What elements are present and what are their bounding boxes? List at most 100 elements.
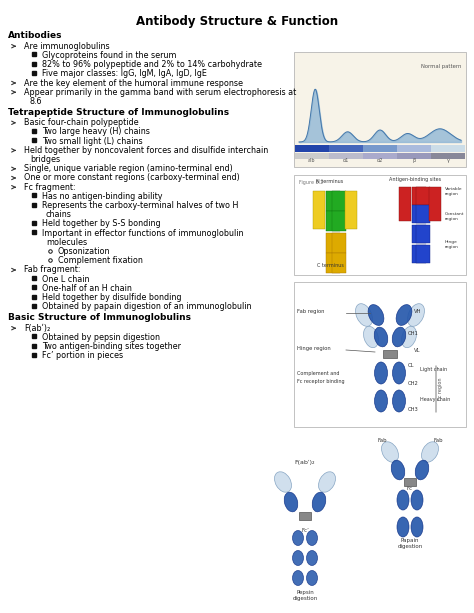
Text: CL: CL xyxy=(408,363,414,368)
FancyBboxPatch shape xyxy=(412,205,426,223)
Text: VL: VL xyxy=(414,348,420,353)
Text: Held together by noncovalent forces and disulfide interchain: Held together by noncovalent forces and … xyxy=(24,146,268,155)
Bar xyxy=(299,512,311,520)
Text: Are immunoglobulins: Are immunoglobulins xyxy=(24,42,109,51)
FancyBboxPatch shape xyxy=(332,233,346,253)
Bar xyxy=(295,153,329,159)
Text: Single, unique variable region (amino-terminal end): Single, unique variable region (amino-te… xyxy=(24,164,233,173)
Text: Held together by disulfide bonding: Held together by disulfide bonding xyxy=(42,293,182,302)
Text: Hinge region: Hinge region xyxy=(297,346,331,351)
Ellipse shape xyxy=(364,326,378,348)
Bar xyxy=(383,350,397,358)
Ellipse shape xyxy=(401,326,417,348)
FancyBboxPatch shape xyxy=(416,225,430,243)
FancyBboxPatch shape xyxy=(326,253,340,273)
Text: VH: VH xyxy=(414,309,421,314)
Text: 82% to 96% polypeptide and 2% to 14% carbohydrate: 82% to 96% polypeptide and 2% to 14% car… xyxy=(42,60,262,69)
Text: Constant
region: Constant region xyxy=(445,212,465,221)
Text: alb: alb xyxy=(308,158,316,163)
Text: Fab: Fab xyxy=(433,438,443,443)
FancyBboxPatch shape xyxy=(326,211,340,231)
Text: Two large heavy (H) chains: Two large heavy (H) chains xyxy=(42,128,150,137)
Text: α2: α2 xyxy=(377,158,383,163)
Text: Hinge
region: Hinge region xyxy=(445,240,459,249)
FancyBboxPatch shape xyxy=(294,175,466,275)
Ellipse shape xyxy=(356,303,373,326)
Bar xyxy=(431,145,465,152)
Ellipse shape xyxy=(411,490,423,510)
Text: Fc’ portion in pieces: Fc’ portion in pieces xyxy=(42,351,123,360)
Text: Complement and: Complement and xyxy=(297,371,339,376)
Text: CH2: CH2 xyxy=(408,381,419,386)
Text: Antibody Structure & Function: Antibody Structure & Function xyxy=(136,15,338,28)
Ellipse shape xyxy=(307,530,318,546)
Text: Antigen-binding sites: Antigen-binding sites xyxy=(389,177,441,182)
FancyBboxPatch shape xyxy=(313,191,325,229)
Bar xyxy=(404,478,416,486)
Text: CH3: CH3 xyxy=(408,407,419,412)
Text: Are the key element of the humoral immune response: Are the key element of the humoral immun… xyxy=(24,78,243,88)
Text: Represents the carboxy-terminal halves of two H: Represents the carboxy-terminal halves o… xyxy=(42,201,238,210)
Ellipse shape xyxy=(312,492,326,512)
Ellipse shape xyxy=(415,460,429,480)
FancyBboxPatch shape xyxy=(294,52,466,167)
Ellipse shape xyxy=(421,442,438,462)
Text: Basic four-chain polypeptide: Basic four-chain polypeptide xyxy=(24,118,138,128)
Text: Held together by S-S bonding: Held together by S-S bonding xyxy=(42,219,161,229)
Ellipse shape xyxy=(396,305,412,326)
Text: F(abʹ)₂: F(abʹ)₂ xyxy=(24,324,50,333)
Bar xyxy=(329,145,363,152)
Ellipse shape xyxy=(411,517,423,537)
Bar xyxy=(397,145,431,152)
Text: Fc receptor binding: Fc receptor binding xyxy=(297,379,345,384)
Text: F(abʹ)₂: F(abʹ)₂ xyxy=(295,460,315,465)
Text: Tetrapeptide Structure of Immunoglobulins: Tetrapeptide Structure of Immunoglobulin… xyxy=(8,108,229,117)
FancyBboxPatch shape xyxy=(294,282,466,427)
Text: One-half of an H chain: One-half of an H chain xyxy=(42,284,132,293)
Ellipse shape xyxy=(274,472,292,492)
FancyBboxPatch shape xyxy=(412,245,426,263)
Text: Opsonization: Opsonization xyxy=(58,247,110,256)
FancyBboxPatch shape xyxy=(416,187,430,205)
Text: Heavy chain: Heavy chain xyxy=(420,397,450,402)
Text: Two antigen-binding sites together: Two antigen-binding sites together xyxy=(42,342,181,351)
FancyBboxPatch shape xyxy=(416,205,430,223)
Bar xyxy=(431,153,465,159)
Text: Fab fragment:: Fab fragment: xyxy=(24,265,81,275)
Ellipse shape xyxy=(408,303,425,326)
Text: Fc’: Fc’ xyxy=(301,528,309,533)
Text: Glycoproteins found in the serum: Glycoproteins found in the serum xyxy=(42,51,176,60)
Bar xyxy=(363,153,397,159)
Ellipse shape xyxy=(319,472,336,492)
FancyBboxPatch shape xyxy=(332,253,346,273)
Text: Complement fixation: Complement fixation xyxy=(58,256,143,265)
Ellipse shape xyxy=(374,327,388,347)
Text: Fab: Fab xyxy=(377,438,387,443)
Ellipse shape xyxy=(392,390,405,412)
Text: Normal pattern: Normal pattern xyxy=(420,64,461,69)
Ellipse shape xyxy=(374,390,388,412)
Text: Fc region: Fc region xyxy=(438,378,443,400)
Bar xyxy=(295,145,329,152)
Text: Antibodies: Antibodies xyxy=(8,31,63,40)
FancyBboxPatch shape xyxy=(326,233,340,253)
Text: Pepsin
digestion: Pepsin digestion xyxy=(292,590,318,601)
Text: Fab region: Fab region xyxy=(297,309,325,314)
Text: Light chain: Light chain xyxy=(420,367,447,372)
Ellipse shape xyxy=(284,492,298,512)
FancyBboxPatch shape xyxy=(332,211,346,231)
FancyBboxPatch shape xyxy=(429,187,441,221)
Text: CH1: CH1 xyxy=(408,331,419,336)
Text: Basic Structure of Immunoglobulins: Basic Structure of Immunoglobulins xyxy=(8,313,191,322)
Text: One L chain: One L chain xyxy=(42,275,90,284)
Text: Five major classes: IgG, IgM, IgA, IgD, IgE: Five major classes: IgG, IgM, IgA, IgD, … xyxy=(42,69,207,78)
Ellipse shape xyxy=(382,442,399,462)
Bar xyxy=(329,153,363,159)
Text: Figure 8.2: Figure 8.2 xyxy=(299,180,323,185)
Ellipse shape xyxy=(392,327,406,347)
FancyBboxPatch shape xyxy=(326,191,340,211)
Text: Papain
digestion: Papain digestion xyxy=(397,538,423,549)
Text: molecules: molecules xyxy=(46,238,87,247)
FancyBboxPatch shape xyxy=(332,191,346,211)
Text: Has no antigen-binding ability: Has no antigen-binding ability xyxy=(42,192,163,201)
